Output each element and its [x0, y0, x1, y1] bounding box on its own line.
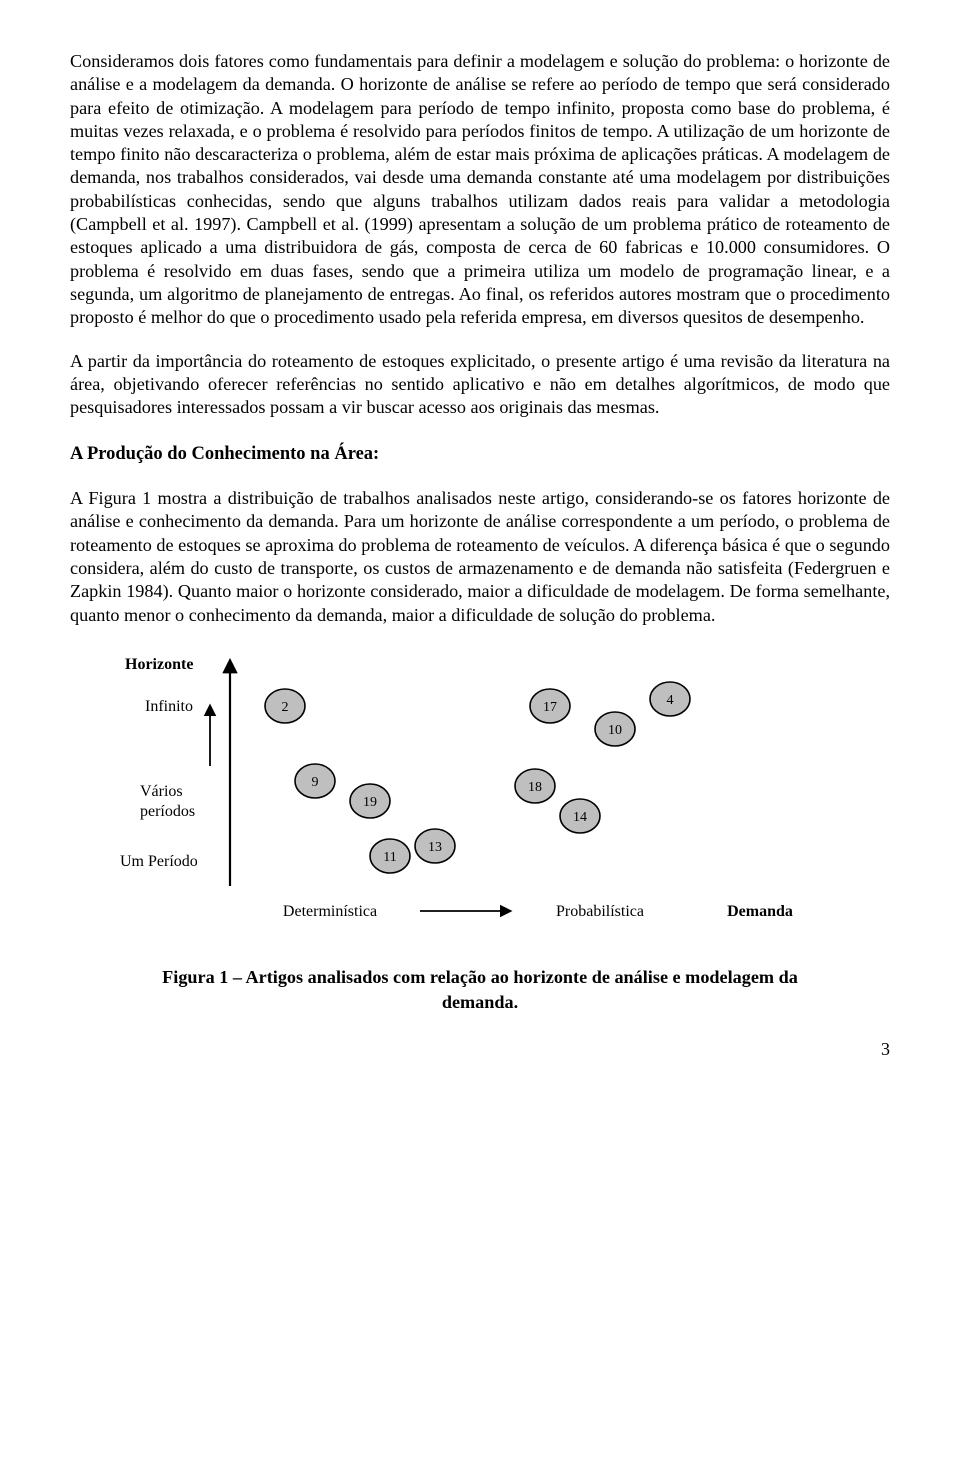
svg-text:10: 10 — [608, 723, 622, 738]
svg-text:9: 9 — [312, 775, 319, 790]
svg-text:Um Período: Um Período — [120, 853, 198, 870]
svg-text:13: 13 — [428, 840, 442, 855]
svg-text:19: 19 — [363, 795, 377, 810]
svg-text:períodos: períodos — [140, 803, 195, 820]
svg-text:17: 17 — [543, 700, 557, 715]
paragraph-2: A partir da importância do roteamento de… — [70, 350, 890, 420]
figure-caption: Figura 1 – Artigos analisados com relaçã… — [130, 965, 830, 1014]
svg-text:Horizonte: Horizonte — [125, 656, 193, 673]
svg-text:Demanda: Demanda — [727, 903, 793, 920]
svg-text:18: 18 — [528, 780, 542, 795]
paragraph-3: A Figura 1 mostra a distribuição de trab… — [70, 487, 890, 627]
section-heading: A Produção do Conhecimento na Área: — [70, 443, 890, 467]
svg-text:Determinística: Determinística — [283, 903, 377, 920]
figure-1: Horizonte Infinito Vários períodos Um Períod… — [70, 651, 890, 947]
page-number: 3 — [70, 1038, 890, 1061]
svg-text:14: 14 — [573, 810, 587, 825]
svg-text:Probabilística: Probabilística — [556, 903, 644, 920]
svg-text:Infinito: Infinito — [145, 698, 193, 715]
svg-text:4: 4 — [667, 693, 674, 708]
figure-svg: Horizonte Infinito Vários períodos Um Períod… — [70, 651, 890, 941]
paragraph-1: Consideramos dois fatores como fundament… — [70, 50, 890, 330]
svg-text:11: 11 — [383, 850, 396, 865]
svg-text:Vários: Vários — [140, 783, 183, 800]
svg-text:2: 2 — [282, 700, 289, 715]
